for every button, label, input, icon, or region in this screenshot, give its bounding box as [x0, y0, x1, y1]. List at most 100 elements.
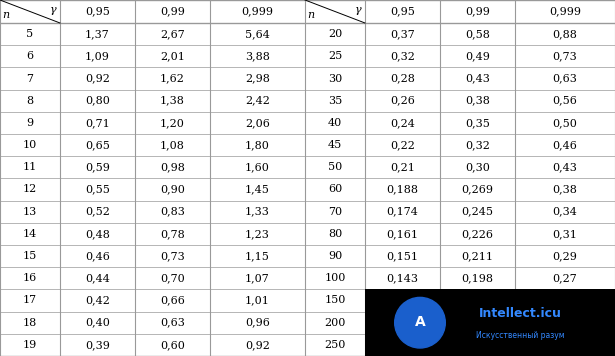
Text: 0,999: 0,999 — [242, 6, 274, 16]
Text: 0,95: 0,95 — [85, 6, 110, 16]
Circle shape — [395, 297, 445, 348]
Text: 0,211: 0,211 — [461, 251, 493, 261]
Bar — [365, 289, 615, 356]
Text: 0,90: 0,90 — [160, 184, 185, 194]
Text: 0,34: 0,34 — [552, 207, 577, 217]
Text: 0,38: 0,38 — [465, 96, 490, 106]
Text: 2,98: 2,98 — [245, 73, 270, 84]
Text: 0,43: 0,43 — [552, 162, 577, 172]
Text: γ: γ — [50, 5, 57, 15]
Text: 0,80: 0,80 — [85, 96, 110, 106]
Text: 0,55: 0,55 — [85, 184, 110, 194]
Text: 2,42: 2,42 — [245, 96, 270, 106]
Text: 0,30: 0,30 — [465, 162, 490, 172]
Text: 1,15: 1,15 — [245, 251, 270, 261]
Text: 15: 15 — [23, 251, 37, 261]
Text: 2,01: 2,01 — [160, 51, 185, 61]
Text: 0,92: 0,92 — [245, 340, 270, 350]
Text: Искусственный разум: Искусственный разум — [475, 331, 565, 340]
Text: 0,151: 0,151 — [386, 251, 418, 261]
Text: 1,60: 1,60 — [245, 162, 270, 172]
Text: 200: 200 — [324, 318, 346, 328]
Text: 0,99: 0,99 — [465, 6, 490, 16]
Text: 1,23: 1,23 — [245, 229, 270, 239]
Text: 2,67: 2,67 — [160, 29, 185, 39]
Text: Intellect.icu: Intellect.icu — [478, 307, 561, 320]
Text: 11: 11 — [23, 162, 37, 172]
Text: 0,71: 0,71 — [85, 118, 110, 128]
Text: 1,07: 1,07 — [245, 273, 270, 283]
Text: 3,88: 3,88 — [245, 51, 270, 61]
Text: 0,52: 0,52 — [85, 207, 110, 217]
Text: 2,06: 2,06 — [245, 118, 270, 128]
Text: 80: 80 — [328, 229, 342, 239]
Text: 0,999: 0,999 — [549, 6, 581, 16]
Text: A: A — [415, 315, 426, 329]
Text: 60: 60 — [328, 184, 342, 194]
Text: 0,78: 0,78 — [160, 229, 185, 239]
Text: 0,73: 0,73 — [160, 251, 185, 261]
Text: 1,01: 1,01 — [245, 295, 270, 305]
Text: 5,64: 5,64 — [245, 29, 270, 39]
Text: n: n — [2, 10, 9, 20]
Text: 250: 250 — [324, 340, 346, 350]
Text: 0,28: 0,28 — [390, 73, 415, 84]
Text: 0,46: 0,46 — [85, 251, 110, 261]
Text: 7: 7 — [26, 73, 33, 84]
Text: 1,09: 1,09 — [85, 51, 110, 61]
Text: 0,29: 0,29 — [552, 251, 577, 261]
Text: 0,43: 0,43 — [465, 73, 490, 84]
Text: 0,269: 0,269 — [461, 184, 493, 194]
Text: n: n — [307, 10, 314, 20]
Text: 0,226: 0,226 — [461, 229, 493, 239]
Text: 0,245: 0,245 — [461, 207, 493, 217]
Text: 1,38: 1,38 — [160, 96, 185, 106]
Text: 0,174: 0,174 — [387, 207, 418, 217]
Text: 45: 45 — [328, 140, 342, 150]
Text: 0,37: 0,37 — [390, 29, 415, 39]
Text: 100: 100 — [324, 273, 346, 283]
Text: 0,143: 0,143 — [386, 273, 418, 283]
Text: 0,59: 0,59 — [85, 162, 110, 172]
Text: 0,48: 0,48 — [85, 229, 110, 239]
Text: 1,08: 1,08 — [160, 140, 185, 150]
Text: 5: 5 — [26, 29, 34, 39]
Text: 14: 14 — [23, 229, 37, 239]
Text: 0,40: 0,40 — [85, 318, 110, 328]
Text: 0,66: 0,66 — [160, 295, 185, 305]
Text: 0,70: 0,70 — [160, 273, 185, 283]
Text: 0,63: 0,63 — [160, 318, 185, 328]
Text: 6: 6 — [26, 51, 34, 61]
Text: 10: 10 — [23, 140, 37, 150]
Text: 50: 50 — [328, 162, 342, 172]
Text: 0,58: 0,58 — [465, 29, 490, 39]
Text: 0,73: 0,73 — [553, 51, 577, 61]
Text: 19: 19 — [23, 340, 37, 350]
Text: 8: 8 — [26, 96, 34, 106]
Text: 20: 20 — [328, 29, 342, 39]
Text: 0,56: 0,56 — [552, 96, 577, 106]
Text: 0,96: 0,96 — [245, 318, 270, 328]
Text: 0,21: 0,21 — [390, 162, 415, 172]
Text: 0,31: 0,31 — [552, 229, 577, 239]
Text: 0,38: 0,38 — [552, 184, 577, 194]
Text: 1,62: 1,62 — [160, 73, 185, 84]
Text: 1,20: 1,20 — [160, 118, 185, 128]
Text: 0,60: 0,60 — [160, 340, 185, 350]
Text: 35: 35 — [328, 96, 342, 106]
Text: 13: 13 — [23, 207, 37, 217]
Text: 0,39: 0,39 — [85, 340, 110, 350]
Text: 0,198: 0,198 — [461, 273, 493, 283]
Text: 16: 16 — [23, 273, 37, 283]
Text: 1,33: 1,33 — [245, 207, 270, 217]
Text: 0,95: 0,95 — [390, 6, 415, 16]
Text: 18: 18 — [23, 318, 37, 328]
Text: 0,26: 0,26 — [390, 96, 415, 106]
Text: 25: 25 — [328, 51, 342, 61]
Text: 0,32: 0,32 — [465, 140, 490, 150]
Text: 0,44: 0,44 — [85, 273, 110, 283]
Text: 150: 150 — [324, 295, 346, 305]
Text: 0,92: 0,92 — [85, 73, 110, 84]
Text: 70: 70 — [328, 207, 342, 217]
Text: 0,99: 0,99 — [160, 6, 185, 16]
